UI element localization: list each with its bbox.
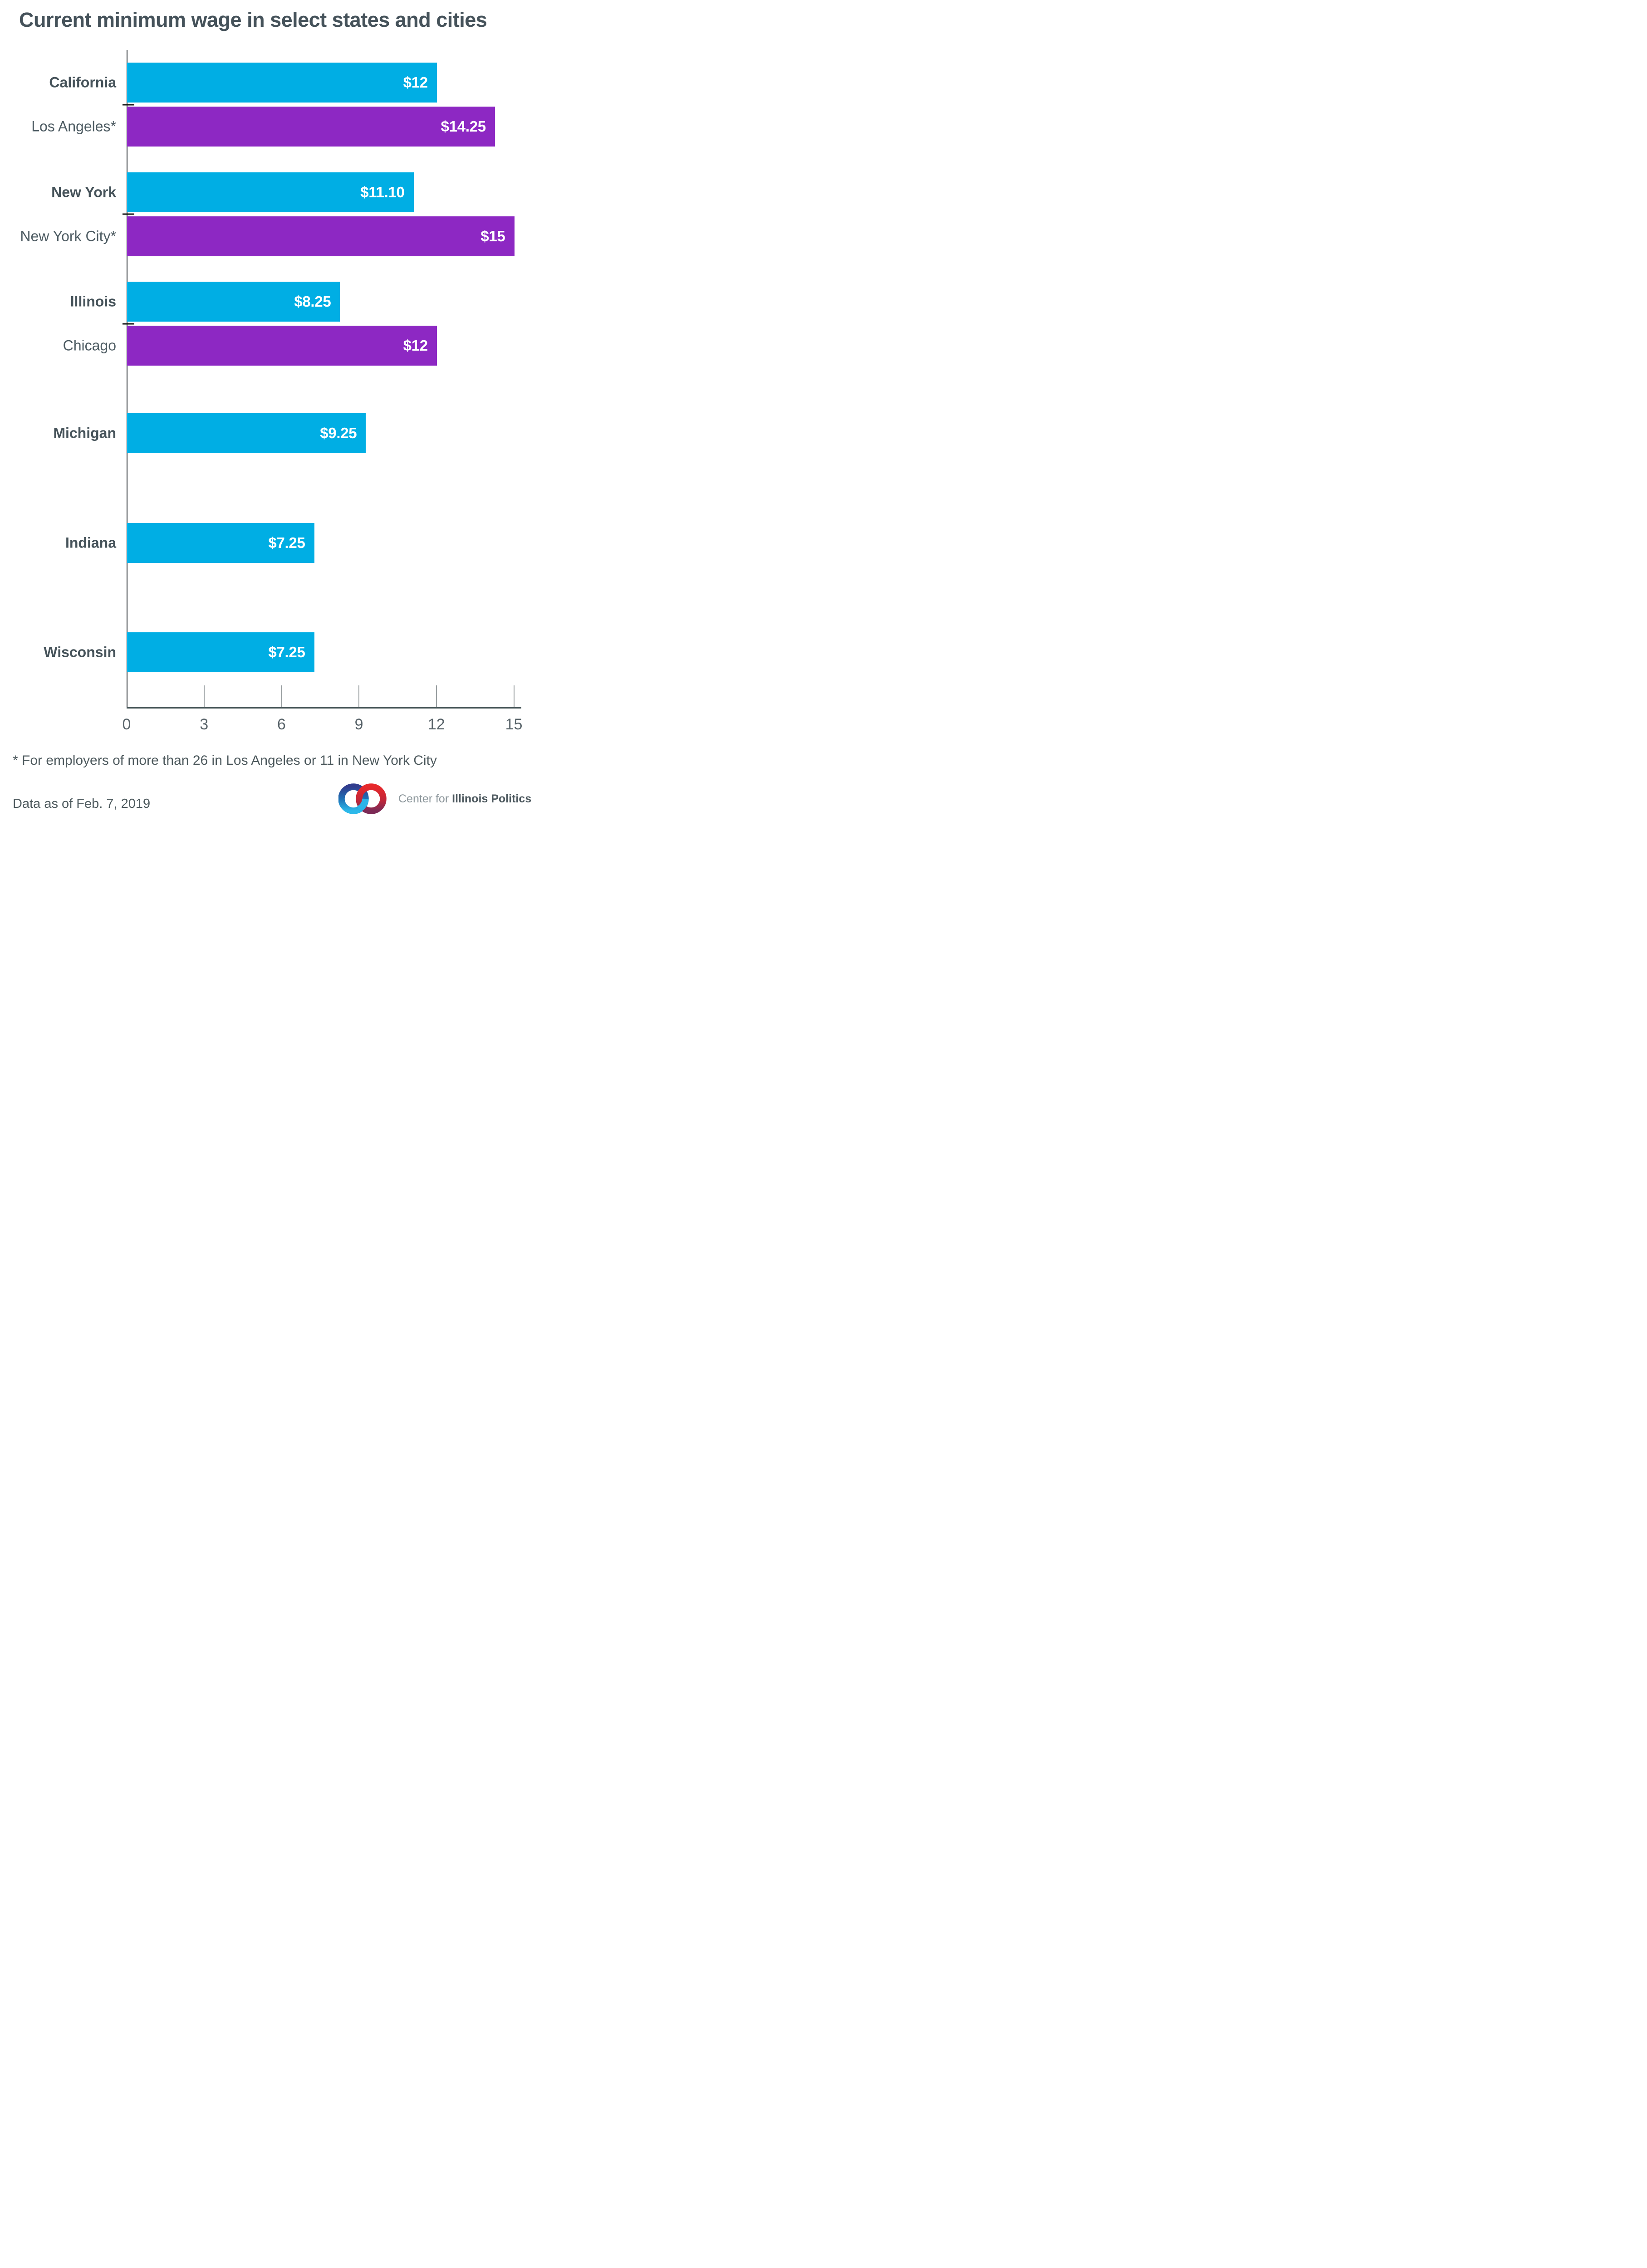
x-tick-line-12 [436,685,437,707]
pair-tick-0 [123,104,134,106]
category-label-new-york: New York [51,184,116,200]
bar-new-york: $11.10 [127,172,414,212]
x-tick-line-15 [513,685,515,707]
pair-tick-1 [123,213,134,215]
bar-wisconsin: $7.25 [127,632,314,673]
x-tick-label-9: 9 [354,716,363,733]
category-label-illinois: Illinois [70,293,116,310]
bar-value-chicago: $12 [403,337,428,354]
bar-value-illinois: $8.25 [294,293,331,310]
x-tick-line-9 [358,685,360,707]
bar-value-wisconsin: $7.25 [268,644,305,661]
logo-brand: Illinois Politics [452,792,532,805]
x-tick-label-0: 0 [122,716,131,733]
logo-prefix: Center for [398,792,449,805]
category-label-wisconsin: Wisconsin [44,644,116,660]
x-tick-label-15: 15 [505,716,523,733]
center-for-illinois-politics-logo: Center for Illinois Politics [338,781,531,816]
bar-indiana: $7.25 [127,523,314,563]
chart-title: Current minimum wage in select states an… [19,8,487,31]
x-tick-label-6: 6 [277,716,286,733]
category-label-new-york-city: New York City* [20,228,116,244]
x-tick-line-6 [281,685,282,707]
bar-california: $12 [127,63,437,103]
category-label-michigan: Michigan [53,425,116,441]
footnote: * For employers of more than 26 in Los A… [13,753,437,768]
category-label-los-angeles: Los Angeles* [31,118,116,135]
category-label-california: California [49,74,116,91]
bar-value-indiana: $7.25 [268,534,305,551]
chart-page: Current minimum wage in select states an… [0,0,549,823]
bar-new-york-city: $15 [127,216,515,256]
infinity-rings-icon [338,783,387,814]
x-axis-line [127,707,521,709]
x-tick-line-3 [203,685,205,707]
category-label-chicago: Chicago [63,337,116,354]
x-tick-label-3: 3 [200,716,209,733]
data-as-of-note: Data as of Feb. 7, 2019 [13,797,151,811]
x-tick-label-12: 12 [427,716,445,733]
bar-value-california: $12 [403,74,428,91]
bar-value-michigan: $9.25 [320,425,357,442]
bar-value-new-york: $11.10 [360,183,405,200]
pair-tick-2 [123,323,134,325]
bar-michigan: $9.25 [127,413,366,454]
bar-los-angeles: $14.25 [127,107,495,147]
bar-chicago: $12 [127,326,437,366]
bar-value-new-york-city: $15 [480,227,505,244]
category-label-indiana: Indiana [65,534,116,551]
bar-illinois: $8.25 [127,282,340,322]
logo-text: Center for Illinois Politics [398,792,531,806]
bar-value-los-angeles: $14.25 [441,118,486,135]
